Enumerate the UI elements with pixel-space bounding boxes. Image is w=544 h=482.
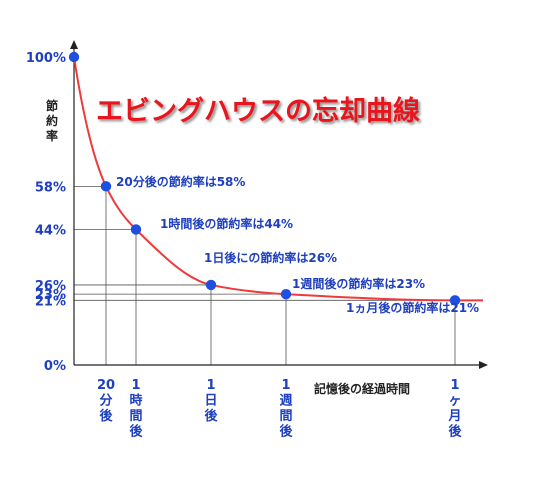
point-annotation: 1時間後の節約率は44% [160, 216, 293, 231]
point-annotation: 1ヵ月後の節約率は21% [346, 300, 479, 315]
y-axis-title: 節約率 [46, 98, 58, 143]
y-tick-label: 44% [35, 223, 66, 238]
x-tick-label: 1 時間後 [129, 378, 143, 440]
data-point [68, 51, 80, 63]
x-tick-label: 1 ヶ月後 [447, 378, 462, 440]
y-tick-label: 23% [35, 288, 66, 303]
guide-lines [74, 185, 456, 365]
x-tick-label: 1 日後 [204, 378, 218, 424]
data-point [130, 224, 142, 235]
point-annotation: 1日後にの節約率は26% [204, 250, 337, 265]
x-tick-label: 20 分後 [97, 378, 115, 424]
point-annotation: 20分後の節約率は58% [116, 174, 245, 189]
y-axis-arrow [70, 40, 78, 49]
x-tick-label: 1 週間後 [279, 378, 293, 440]
y-tick-label: 100% [26, 51, 66, 66]
x-axis-title: 記憶後の経過時間 [314, 381, 410, 396]
y-tick-labels: 100% 58% 44% 26%23%21% 0% [26, 51, 66, 374]
data-point [205, 279, 217, 291]
point-annotations: 20分後の節約率は58% 1時間後の節約率は44% 1日後にの節約率は26% 1週間後… [116, 174, 479, 315]
axes: 100% 58% 44% 26%23%21% 0% 20分後の節約率は58% 1時間後の節… [26, 40, 488, 440]
x-axis-arrow [479, 361, 488, 369]
point-annotation: 1週間後の節約率は23% [292, 276, 425, 291]
data-point [449, 295, 461, 306]
y-tick-label: 0% [44, 359, 66, 374]
y-tick-label: 26% [35, 279, 66, 294]
chart-title: エビングハウスの忘却曲線 [96, 95, 420, 127]
data-point [280, 288, 292, 300]
y-tick-label: 21% [35, 294, 66, 309]
x-tick-labels: 20 分後 1 時間後 1 日後 1 週間後 1 ヶ月後 [97, 378, 463, 440]
data-points [68, 51, 461, 306]
data-point [100, 181, 112, 192]
y-tick-label: 58% [35, 180, 66, 195]
